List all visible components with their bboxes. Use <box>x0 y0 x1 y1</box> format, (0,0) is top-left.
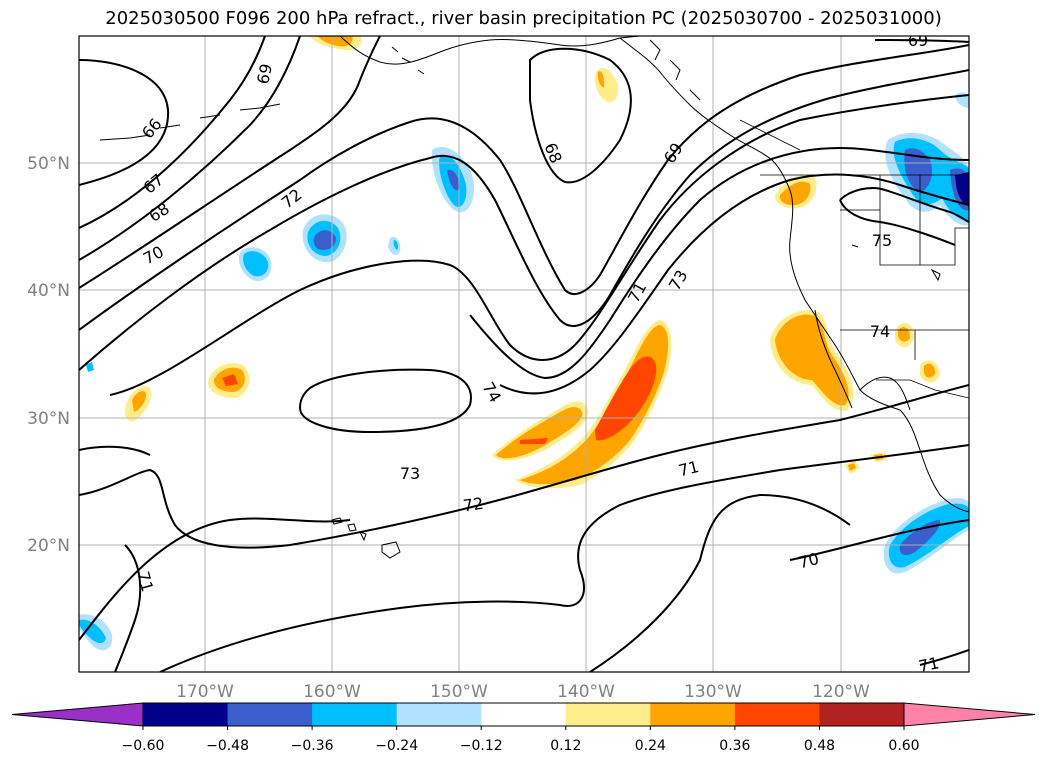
colorbar-segment <box>312 703 398 726</box>
colorbar-extend-low <box>11 702 144 727</box>
colorbar-segment <box>819 703 905 726</box>
contour-label: 69 <box>253 62 276 86</box>
colorbar-segment <box>650 703 736 726</box>
colorbar-tick-label: 0.60 <box>888 738 919 754</box>
neg-blob-far-west-inner <box>243 251 269 277</box>
colorbar-frame <box>142 702 905 727</box>
colorbar-segment <box>734 703 820 726</box>
lon-label: 170°W <box>176 682 234 702</box>
neg-blob-pnw-core <box>904 148 969 211</box>
pos-blob-baja-inner <box>775 314 849 406</box>
colorbar-tick-label: 0.12 <box>550 738 581 754</box>
lat-label: 30°N <box>27 409 70 429</box>
lon-label: 150°W <box>430 682 488 702</box>
map-frame <box>78 35 970 673</box>
latitude-labels: 50°N 40°N 30°N 20°N <box>27 154 70 556</box>
lon-label: 140°W <box>557 682 615 702</box>
contour-label: 75 <box>872 231 892 250</box>
colorbar-tick-label: −0.36 <box>291 738 334 754</box>
contour-label: 70 <box>796 549 820 572</box>
colorbar-segment <box>227 703 313 726</box>
lat-label: 20°N <box>27 536 70 556</box>
colorbar-tick-label: −0.48 <box>206 738 249 754</box>
graticule <box>79 36 969 672</box>
contour-label: 71 <box>917 653 941 676</box>
colorbar-tick-label: −0.12 <box>460 738 503 754</box>
colorbar-extend-high <box>903 702 1036 727</box>
neg-blob-small-inner <box>393 240 398 250</box>
colorbar-tick-label: −0.24 <box>375 738 418 754</box>
lat-label: 50°N <box>27 154 70 174</box>
pos-blob-west-inner <box>496 407 583 459</box>
contour-label: 74 <box>870 322 890 341</box>
lat-label: 40°N <box>27 281 70 301</box>
colorbar: −0.60 −0.48 −0.36 −0.24 −0.12 0.12 0.24 0.36 0.4… <box>11 702 1036 754</box>
lon-label: 160°W <box>303 682 361 702</box>
refractivity-contours <box>79 36 969 672</box>
contour-label: 69 <box>908 31 928 50</box>
contour-label: 71 <box>676 457 700 480</box>
colorbar-segment <box>396 703 482 726</box>
longitude-labels: 170°W 160°W 150°W 140°W 130°W 120°W <box>176 682 870 702</box>
colorbar-tick-label: −0.60 <box>122 738 165 754</box>
neg-blob-west-core <box>313 230 336 250</box>
colorbar-segment <box>143 703 229 726</box>
colorbar-tick-label: 0.48 <box>804 738 835 754</box>
colorbar-tick-label: 0.24 <box>635 738 666 754</box>
neg-blob-mexico-core <box>899 520 941 556</box>
contour-label: 71 <box>134 569 158 594</box>
colorbar-tick-label: 0.36 <box>719 738 750 754</box>
coastlines <box>99 36 969 513</box>
colorbar-segment <box>565 703 651 726</box>
political-borders <box>739 119 969 399</box>
chart-title: 2025030500 F096 200 hPa refract., river … <box>105 8 942 29</box>
contour-label: 73 <box>400 464 420 483</box>
lon-label: 130°W <box>684 682 742 702</box>
pos-blob-main <box>515 320 672 489</box>
neg-blob-hawaii-west-inner <box>79 619 106 644</box>
colorbar-segment <box>481 703 567 726</box>
islands <box>331 244 941 559</box>
lon-label: 120°W <box>812 682 870 702</box>
pos-blob-main-core <box>595 356 657 441</box>
contour-label: 72 <box>462 494 485 516</box>
neg-blob-gulf-core <box>447 169 460 191</box>
